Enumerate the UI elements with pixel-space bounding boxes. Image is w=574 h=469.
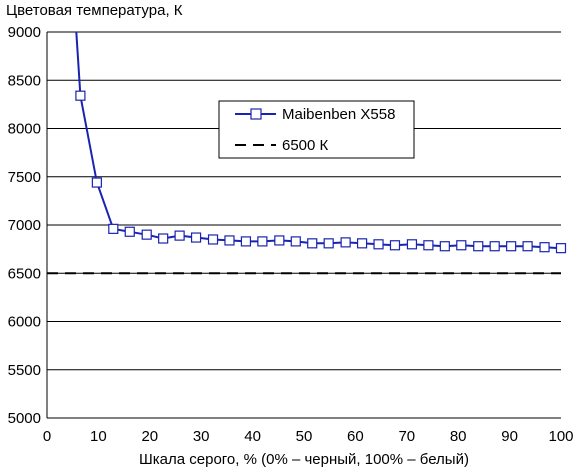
data-point-marker bbox=[439, 241, 450, 252]
data-point-marker bbox=[274, 235, 285, 246]
data-point-marker bbox=[124, 226, 135, 237]
data-point-marker bbox=[389, 240, 401, 251]
x-tick-label: 0 bbox=[43, 428, 51, 445]
y-tick-label: 6500 bbox=[8, 265, 41, 282]
legend-label-series-2: 6500 К bbox=[282, 137, 329, 154]
data-point-marker bbox=[539, 242, 550, 253]
data-point-marker bbox=[423, 240, 434, 251]
y-tick-label: 8500 bbox=[8, 72, 41, 89]
x-tick-label: 80 bbox=[450, 428, 467, 445]
x-tick-label: 70 bbox=[398, 428, 415, 445]
data-point-marker bbox=[473, 241, 484, 252]
data-point-marker bbox=[75, 90, 86, 101]
data-point-marker bbox=[290, 236, 301, 247]
data-point-marker bbox=[141, 229, 152, 240]
data-point-marker bbox=[108, 223, 119, 234]
y-tick-label: 7000 bbox=[8, 217, 41, 234]
legend-label-series-1: Maibenben X558 bbox=[282, 106, 395, 123]
series-layer bbox=[47, 31, 567, 275]
data-point-marker bbox=[307, 238, 318, 249]
x-tick-label: 50 bbox=[296, 428, 313, 445]
data-point-marker bbox=[240, 236, 252, 247]
data-point-marker bbox=[158, 233, 169, 244]
x-axis-title: Шкала серого, % (0% – черный, 100% – бел… bbox=[139, 451, 469, 468]
x-tick-label: 90 bbox=[501, 428, 518, 445]
x-tick-label: 100 bbox=[548, 428, 573, 445]
data-point-marker bbox=[489, 241, 500, 252]
data-point-marker bbox=[555, 243, 567, 254]
x-tick-label: 20 bbox=[141, 428, 158, 445]
x-tick-label: 60 bbox=[347, 428, 364, 445]
x-tick-label: 10 bbox=[90, 428, 107, 445]
y-tick-label: 9000 bbox=[8, 24, 41, 41]
data-point-marker bbox=[190, 232, 202, 243]
legend-marker-series-1 bbox=[250, 108, 262, 120]
y-tick-labels: 5000 5500 6000 6500 7000 7500 8000 8500 9000 bbox=[8, 24, 41, 427]
data-point-marker bbox=[522, 241, 533, 252]
x-tick-label: 40 bbox=[244, 428, 261, 445]
y-tick-label: 8000 bbox=[8, 121, 41, 138]
y-tick-label: 6000 bbox=[8, 314, 41, 331]
y-axis-title: Цветовая температура, К bbox=[6, 2, 183, 19]
data-point-marker bbox=[340, 237, 351, 248]
axes bbox=[46, 32, 561, 419]
x-tick-labels: 0 10 20 30 40 50 60 70 80 90 100 bbox=[43, 428, 574, 445]
y-tick-label: 5500 bbox=[8, 362, 41, 379]
data-point-marker bbox=[506, 241, 517, 252]
data-point-marker bbox=[406, 239, 418, 250]
data-point-marker bbox=[174, 230, 185, 241]
y-tick-label: 7500 bbox=[8, 169, 41, 186]
legend: Maibenben X558 6500 К bbox=[218, 100, 415, 159]
data-point-marker bbox=[456, 240, 467, 251]
data-point-marker bbox=[224, 235, 235, 246]
data-point-marker bbox=[373, 239, 384, 250]
data-point-marker bbox=[323, 238, 334, 249]
data-point-marker bbox=[207, 234, 219, 245]
data-point-marker bbox=[91, 177, 102, 188]
data-point-marker bbox=[356, 238, 368, 249]
x-tick-label: 30 bbox=[193, 428, 210, 445]
data-point-marker bbox=[257, 236, 268, 247]
y-tick-label: 5000 bbox=[8, 410, 41, 427]
